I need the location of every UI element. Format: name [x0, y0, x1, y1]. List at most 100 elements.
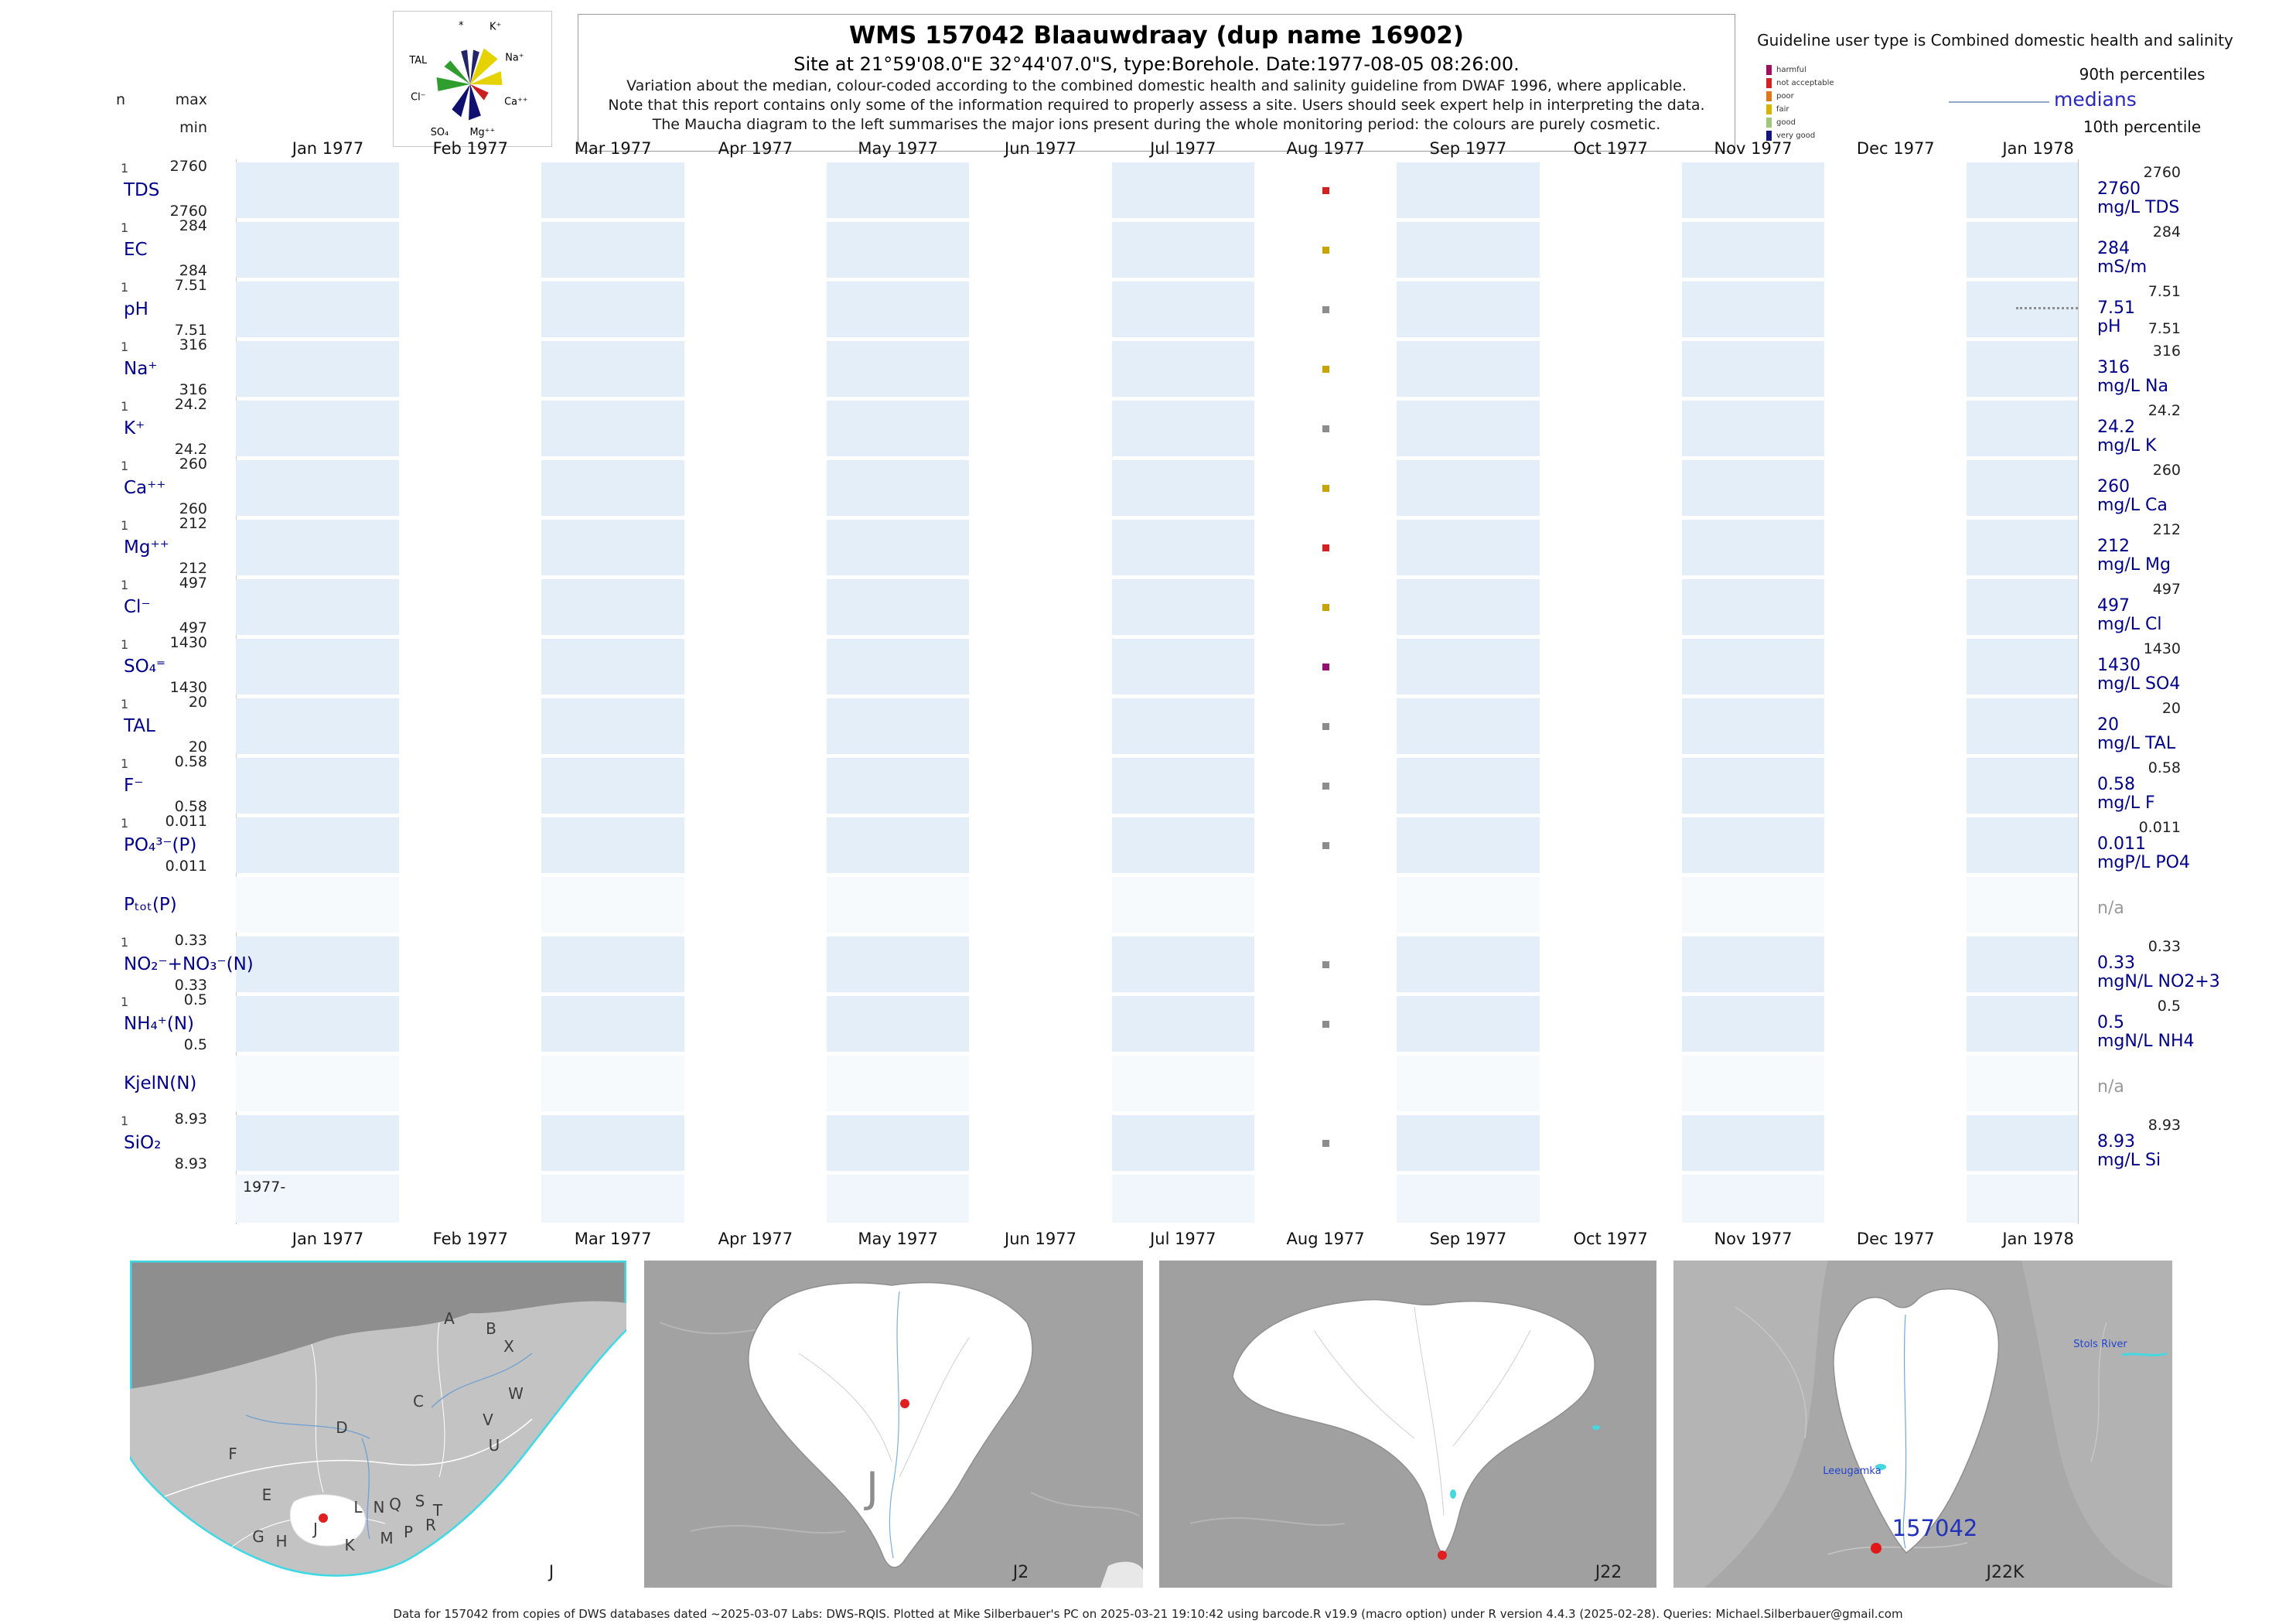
month-cell — [236, 1115, 400, 1171]
month-cell — [1397, 937, 1540, 992]
guideline-class-4: good — [1766, 116, 1834, 129]
max-value: 24.2 — [174, 396, 207, 413]
sample-point — [1322, 485, 1329, 492]
max-value: 284 — [179, 217, 207, 234]
max-value: 8.93 — [174, 1111, 207, 1128]
month-cell — [1681, 460, 1825, 516]
median-value: 316 — [2097, 358, 2130, 377]
region-letter-T: T — [432, 1501, 443, 1520]
sample-count: 1 — [121, 816, 129, 831]
month-cell — [1967, 460, 2078, 516]
max-value: 0.011 — [165, 813, 207, 830]
month-label-bottom-1: Feb 1977 — [432, 1230, 508, 1248]
water-body — [1450, 1489, 1456, 1499]
month-label-top-12: Jan 1978 — [2002, 139, 2074, 158]
p10-value: 7.51 — [2148, 320, 2181, 337]
month-cell — [1681, 1056, 1825, 1111]
data-strip — [236, 401, 2078, 456]
month-cell — [236, 281, 400, 337]
note-disclaimer: Note that this report contains only some… — [608, 97, 1705, 114]
month-cell — [1397, 341, 1540, 397]
month-cell — [236, 1175, 400, 1223]
sample-count: 1 — [121, 995, 129, 1009]
month-cell — [827, 877, 970, 933]
subcatchment-line — [899, 1337, 970, 1478]
month-cell — [1681, 698, 1825, 754]
region-letter-N: N — [374, 1498, 385, 1517]
month-cell — [541, 460, 684, 516]
month-cell — [1967, 401, 2078, 456]
data-strip — [236, 937, 2078, 992]
month-label-bottom-7: Aug 1977 — [1286, 1230, 1365, 1248]
month-cell — [827, 639, 970, 694]
sample-count: 1 — [121, 220, 129, 235]
month-cell — [1681, 758, 1825, 814]
map-panel-j22: J22 — [1159, 1261, 1656, 1588]
month-cell — [1397, 996, 1540, 1052]
map-panel-j22k: Leeugamka Stols River 157042 J22K — [1673, 1261, 2172, 1588]
month-cell — [1967, 937, 2078, 992]
faint-river — [690, 1524, 846, 1534]
param-name: Na⁺ — [124, 359, 158, 379]
water-body — [1592, 1425, 1600, 1430]
sample-count: 1 — [121, 637, 129, 652]
unit-label: mg/L Si — [2097, 1151, 2161, 1170]
month-cell — [827, 937, 970, 992]
region-boundary — [437, 1322, 445, 1478]
month-cell — [1967, 877, 2078, 933]
median-value: 2760 — [2097, 179, 2141, 199]
maucha-spike — [469, 84, 481, 121]
river-line — [431, 1353, 533, 1408]
sample-point — [1322, 604, 1329, 611]
site-marker — [1871, 1543, 1881, 1554]
month-cell — [1967, 222, 2078, 278]
p90-value: 0.58 — [2148, 759, 2181, 776]
month-label-top-8: Sep 1977 — [1429, 139, 1507, 158]
month-label-bottom-9: Oct 1977 — [1573, 1230, 1648, 1248]
unit-label: mg/L K — [2097, 436, 2157, 455]
month-cell — [1681, 222, 1825, 278]
min-value: 0.011 — [165, 858, 207, 875]
median-value: 8.93 — [2097, 1132, 2135, 1151]
month-cell — [1967, 341, 2078, 397]
month-label-bottom-12: Jan 1978 — [2002, 1230, 2074, 1248]
month-label-top-4: May 1977 — [858, 139, 938, 158]
median-value: 20 — [2097, 715, 2119, 735]
p10-legend-label: 10th percentile — [2083, 118, 2202, 136]
param-name: Pₜₒₜ(P) — [124, 895, 177, 915]
maucha-cl-label: Cl⁻ — [411, 92, 425, 104]
param-name: TDS — [124, 180, 160, 200]
median-value: 497 — [2097, 596, 2130, 616]
month-cell — [1681, 937, 1825, 992]
month-label-bottom-3: Apr 1977 — [718, 1230, 793, 1248]
sample-count: 1 — [121, 339, 129, 354]
stols-river-line — [2121, 1352, 2168, 1356]
month-label-top-1: Feb 1977 — [432, 139, 508, 158]
month-cell — [827, 1056, 970, 1111]
site-marker — [1438, 1551, 1447, 1560]
median-value: 1430 — [2097, 656, 2141, 675]
month-label-top-5: Jun 1977 — [1005, 139, 1076, 158]
site-number-label: 157042 — [1892, 1515, 1978, 1541]
p90-legend-label: 90th percentiles — [2079, 65, 2206, 84]
sample-point — [1322, 247, 1329, 254]
unit-label: mg/L TDS — [2097, 198, 2180, 217]
month-cell — [1967, 698, 2078, 754]
month-cell — [1111, 877, 1254, 933]
p90-value: 20 — [2161, 700, 2181, 717]
max-value: 20 — [188, 694, 207, 711]
maucha-star-label: * — [459, 20, 464, 32]
month-cell — [236, 817, 400, 873]
sample-count: 1 — [121, 459, 129, 473]
region-letter-J: J — [312, 1520, 318, 1538]
neighbour-catchment — [1100, 1561, 1143, 1588]
month-cell — [1967, 639, 2078, 694]
month-cell — [827, 698, 970, 754]
param-row-13: 1 0.33 0.33 NO₂⁻+NO₃⁻(N) 0.33 0.33 mgN/L NO2+3 — [0, 932, 2296, 996]
month-cell — [236, 579, 400, 635]
unit-label: mgN/L NH4 — [2097, 1032, 2195, 1051]
month-cell — [1967, 758, 2078, 814]
max-column-header: max — [175, 91, 207, 108]
neighbour-catchment — [1673, 1261, 1828, 1588]
param-name: K⁺ — [124, 418, 145, 438]
